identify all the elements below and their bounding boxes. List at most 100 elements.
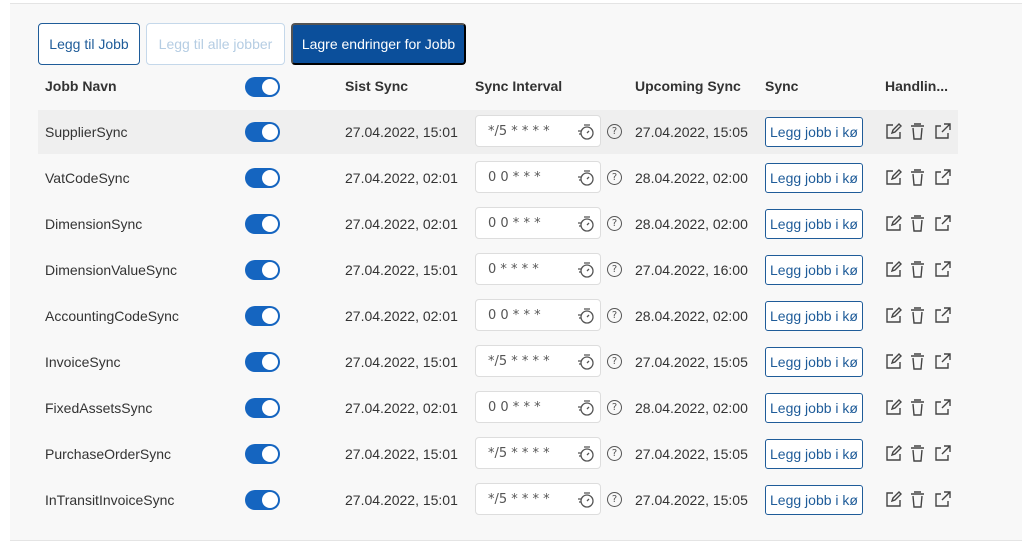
help-icon[interactable]: ? bbox=[607, 308, 622, 323]
job-name: DimensionSync bbox=[45, 216, 143, 232]
queue-job-button[interactable]: Legg jobb i kø bbox=[765, 301, 863, 331]
sync-interval-input[interactable]: 0 0 * * * bbox=[475, 161, 601, 193]
toggle-all-switch[interactable] bbox=[245, 77, 280, 97]
add-all-jobs-button[interactable]: Legg til alle jobber bbox=[146, 23, 285, 65]
last-sync: 27.04.2022, 02:01 bbox=[345, 308, 458, 324]
edit-icon[interactable] bbox=[885, 399, 902, 420]
job-enabled-toggle[interactable] bbox=[245, 122, 280, 142]
timer-icon[interactable] bbox=[577, 307, 595, 329]
last-sync: 27.04.2022, 15:01 bbox=[345, 492, 458, 508]
queue-job-button[interactable]: Legg jobb i kø bbox=[765, 347, 863, 377]
edit-icon[interactable] bbox=[885, 353, 902, 374]
edit-icon[interactable] bbox=[885, 215, 902, 236]
upcoming-sync: 27.04.2022, 16:00 bbox=[635, 262, 748, 278]
queue-job-button[interactable]: Legg jobb i kø bbox=[765, 209, 863, 239]
external-link-icon[interactable] bbox=[934, 169, 951, 190]
save-changes-button[interactable]: Lagre endringer for Jobb bbox=[291, 23, 466, 65]
job-enabled-toggle[interactable] bbox=[245, 168, 280, 188]
trash-icon[interactable] bbox=[910, 307, 925, 328]
queue-job-button[interactable]: Legg jobb i kø bbox=[765, 117, 863, 147]
edit-icon[interactable] bbox=[885, 445, 902, 466]
job-name: InTransitInvoiceSync bbox=[45, 492, 175, 508]
timer-icon[interactable] bbox=[577, 215, 595, 237]
edit-icon[interactable] bbox=[885, 261, 902, 282]
queue-job-button[interactable]: Legg jobb i kø bbox=[765, 163, 863, 193]
external-link-icon[interactable] bbox=[934, 307, 951, 328]
sync-interval-input[interactable]: */5 * * * * bbox=[475, 345, 601, 377]
help-icon[interactable]: ? bbox=[607, 124, 622, 139]
trash-icon[interactable] bbox=[910, 169, 925, 190]
trash-icon[interactable] bbox=[910, 399, 925, 420]
edit-icon[interactable] bbox=[885, 123, 902, 144]
queue-job-button[interactable]: Legg jobb i kø bbox=[765, 393, 863, 423]
timer-icon[interactable] bbox=[577, 169, 595, 191]
trash-icon[interactable] bbox=[910, 215, 925, 236]
external-link-icon[interactable] bbox=[934, 123, 951, 144]
job-enabled-toggle[interactable] bbox=[245, 352, 280, 372]
col-header-actions: Handlin... bbox=[885, 78, 948, 94]
col-header-last-sync: Sist Sync bbox=[345, 78, 409, 94]
trash-icon[interactable] bbox=[910, 261, 925, 282]
help-icon[interactable]: ? bbox=[607, 446, 622, 461]
timer-icon[interactable] bbox=[577, 491, 595, 513]
timer-icon[interactable] bbox=[577, 399, 595, 421]
help-icon[interactable]: ? bbox=[607, 492, 622, 507]
queue-job-button[interactable]: Legg jobb i kø bbox=[765, 485, 863, 515]
external-link-icon[interactable] bbox=[934, 399, 951, 420]
external-link-icon[interactable] bbox=[934, 491, 951, 512]
interval-value: */5 * * * * bbox=[488, 491, 550, 507]
job-name: SupplierSync bbox=[45, 124, 128, 140]
col-header-name: Jobb Navn bbox=[45, 78, 117, 94]
help-icon[interactable]: ? bbox=[607, 170, 622, 185]
edit-icon[interactable] bbox=[885, 307, 902, 328]
col-header-sync: Sync bbox=[765, 78, 799, 94]
sync-interval-input[interactable]: 0 0 * * * bbox=[475, 299, 601, 331]
timer-icon[interactable] bbox=[577, 261, 595, 283]
timer-icon[interactable] bbox=[577, 353, 595, 375]
sync-interval-input[interactable]: 0 * * * * bbox=[475, 253, 601, 285]
last-sync: 27.04.2022, 02:01 bbox=[345, 170, 458, 186]
job-enabled-toggle[interactable] bbox=[245, 260, 280, 280]
external-link-icon[interactable] bbox=[934, 215, 951, 236]
upcoming-sync: 27.04.2022, 15:05 bbox=[635, 446, 748, 462]
trash-icon[interactable] bbox=[910, 353, 925, 374]
interval-value: 0 0 * * * bbox=[488, 169, 541, 185]
interval-value: 0 0 * * * bbox=[488, 215, 541, 231]
help-icon[interactable]: ? bbox=[607, 400, 622, 415]
job-enabled-toggle[interactable] bbox=[245, 214, 280, 234]
add-job-button[interactable]: Legg til Jobb bbox=[38, 23, 140, 65]
job-name: PurchaseOrderSync bbox=[45, 446, 172, 462]
queue-job-button[interactable]: Legg jobb i kø bbox=[765, 255, 863, 285]
interval-value: */5 * * * * bbox=[488, 353, 550, 369]
trash-icon[interactable] bbox=[910, 445, 925, 466]
job-enabled-toggle[interactable] bbox=[245, 398, 280, 418]
queue-job-button[interactable]: Legg jobb i kø bbox=[765, 439, 863, 469]
help-icon[interactable]: ? bbox=[607, 262, 622, 277]
job-enabled-toggle[interactable] bbox=[245, 306, 280, 326]
job-enabled-toggle[interactable] bbox=[245, 490, 280, 510]
help-icon[interactable]: ? bbox=[607, 354, 622, 369]
sync-interval-input[interactable]: 0 0 * * * bbox=[475, 391, 601, 423]
external-link-icon[interactable] bbox=[934, 445, 951, 466]
trash-icon[interactable] bbox=[910, 491, 925, 512]
timer-icon[interactable] bbox=[577, 123, 595, 145]
job-name: DimensionValueSync bbox=[45, 262, 178, 278]
last-sync: 27.04.2022, 15:01 bbox=[345, 262, 458, 278]
edit-icon[interactable] bbox=[885, 169, 902, 190]
trash-icon[interactable] bbox=[910, 123, 925, 144]
external-link-icon[interactable] bbox=[934, 353, 951, 374]
job-enabled-toggle[interactable] bbox=[245, 444, 280, 464]
sync-interval-input[interactable]: */5 * * * * bbox=[475, 115, 601, 147]
table-row: VatCodeSync 27.04.2022, 02:01 0 0 * * * … bbox=[38, 156, 958, 200]
upcoming-sync: 28.04.2022, 02:00 bbox=[635, 400, 748, 416]
interval-value: 0 0 * * * bbox=[488, 307, 541, 323]
timer-icon[interactable] bbox=[577, 445, 595, 467]
col-header-upcoming: Upcoming Sync bbox=[635, 78, 741, 94]
sync-interval-input[interactable]: */5 * * * * bbox=[475, 483, 601, 515]
sync-interval-input[interactable]: */5 * * * * bbox=[475, 437, 601, 469]
sync-interval-input[interactable]: 0 0 * * * bbox=[475, 207, 601, 239]
help-icon[interactable]: ? bbox=[607, 216, 622, 231]
edit-icon[interactable] bbox=[885, 491, 902, 512]
interval-value: 0 0 * * * bbox=[488, 399, 541, 415]
external-link-icon[interactable] bbox=[934, 261, 951, 282]
